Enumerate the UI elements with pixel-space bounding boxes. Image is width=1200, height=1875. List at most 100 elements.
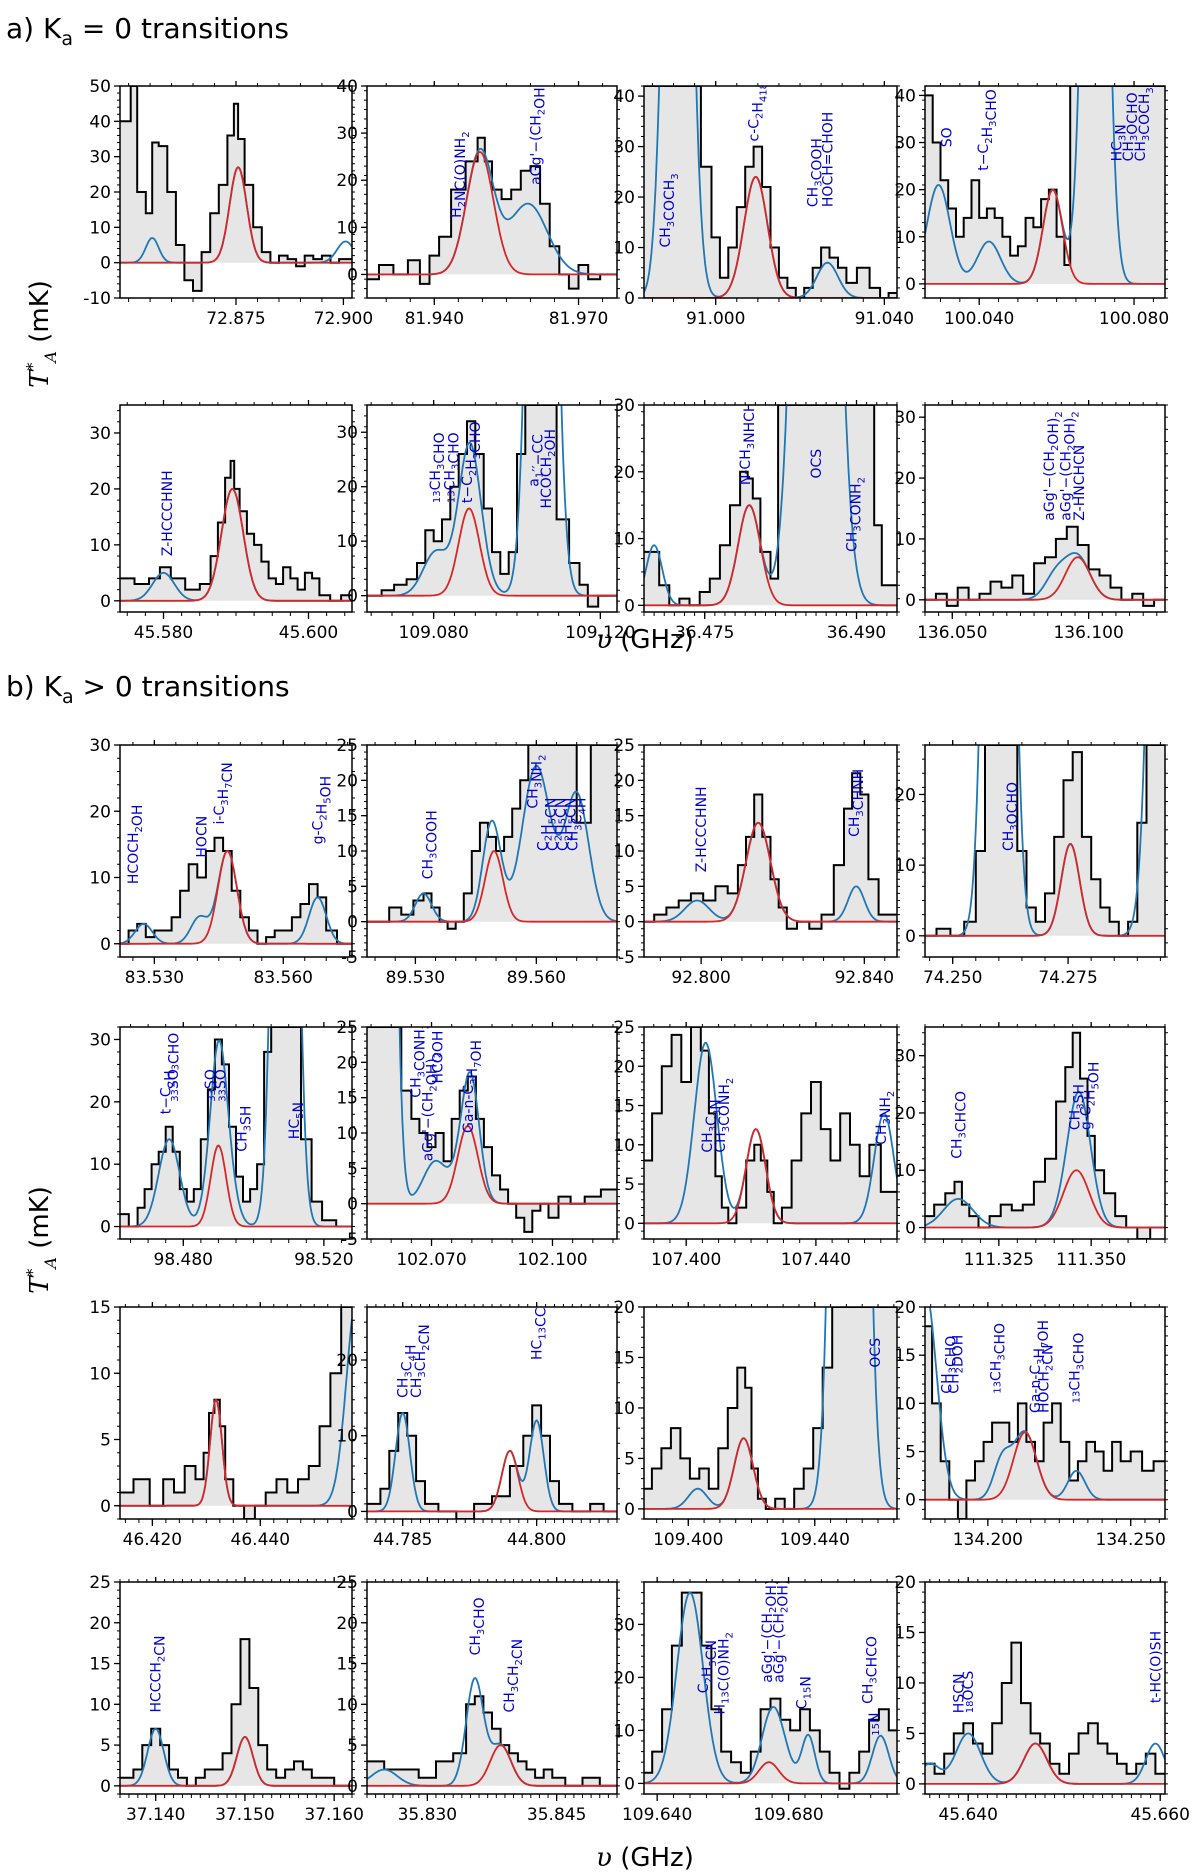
ytick-label-a2-3: 30 — [336, 124, 358, 144]
xtick-label-b14-1: 35.845 — [527, 1805, 586, 1825]
ytick-label-a6-0: 0 — [347, 587, 358, 607]
observed-spectrum-b8 — [925, 1031, 1165, 1239]
panel-frame-a6 — [366, 404, 618, 613]
ytick-label-b2-0: -5 — [341, 948, 358, 968]
species-label-a4-1: t−C2H3CHO — [976, 89, 1000, 171]
ytick-label-a6-3: 30 — [336, 423, 358, 443]
ytick-label-b13-4: 20 — [89, 1614, 111, 1634]
species-label-b15-3: aGg'−(CH2OH)2 — [772, 1573, 795, 1682]
observed-spectrum-b15 — [644, 1591, 897, 1790]
ytick-label-b6-6: 25 — [336, 1018, 358, 1038]
species-label-b10-1: CH3CH2CN — [409, 1324, 433, 1398]
panel-b4: CH3OCHO 0 10 20 74.250 74.275 — [894, 740, 1168, 988]
species-label-a6-2: t−C2H3CHO — [460, 421, 484, 503]
species-label-b8-1: CH3SH — [1068, 1084, 1088, 1130]
ytick-label-b14-5: 25 — [336, 1573, 358, 1593]
xtick-label-a4-0: 100.040 — [944, 309, 1014, 329]
observed-fill-b14 — [367, 1696, 617, 1786]
species-label-a8-0: aGg'−(CH2OH)2 — [1042, 411, 1065, 520]
species-label-b2-0: CH3COOH — [421, 810, 441, 879]
panel-a2: H2NC(O)NH2 aGg'−(CH2OH)2 0 10 20 30 40 81.940 81… — [336, 77, 620, 329]
ytick-label-b3-5: 20 — [613, 771, 635, 791]
species-label-b7-1: CH3CONH2 — [713, 1078, 736, 1153]
xtick-label-b12-0: 134.200 — [953, 1530, 1023, 1550]
plot-area-b14: CH3CHO CH3CH2CN — [367, 1597, 617, 1787]
ytick-label-b3-0: -5 — [618, 948, 635, 968]
xtick-label-b15-1: 109.680 — [753, 1805, 823, 1825]
species-label-a2-0: H2NC(O)NH2 — [449, 131, 472, 217]
ytick-label-b1-1: 10 — [89, 869, 111, 889]
xtick-label-b13-2: 37.160 — [304, 1805, 363, 1825]
observed-spectrum-b11 — [644, 1307, 897, 1510]
xtick-label-b9-0: 46.420 — [123, 1530, 182, 1550]
species-label-a4-4: CH3COCH3 — [1133, 87, 1156, 161]
xtick-label-a6-0: 109.080 — [399, 623, 469, 643]
panel-b13: HCCCH2CN 0 5 10 15 20 25 37.140 37.150 37.160 — [89, 1573, 364, 1825]
plot-area-b9 — [120, 1307, 352, 1519]
ytick-label-b3-2: 5 — [624, 877, 635, 897]
xtick-label-b10-0: 44.785 — [373, 1530, 432, 1550]
species-label-b12-0: CH3CHO — [939, 1336, 959, 1394]
ytick-label-b14-3: 15 — [336, 1655, 358, 1675]
observed-spectrum-b1 — [120, 836, 352, 945]
species-label-a4-0: SO — [939, 127, 955, 147]
xtick-label-b13-1: 37.150 — [215, 1805, 274, 1825]
plot-area-b11: OCS — [644, 1307, 897, 1510]
xtick-label-b1-0: 83.530 — [125, 968, 184, 988]
species-label-b16-0: HSCN — [952, 1674, 968, 1714]
ytick-label-b16-0: 0 — [905, 1775, 916, 1795]
ytick-label-a2-2: 20 — [336, 171, 358, 191]
ytick-label-a1-5: 40 — [89, 112, 111, 132]
xtick-label-b7-0: 107.400 — [651, 1250, 721, 1270]
model-species-b9 — [120, 1398, 352, 1507]
species-label-a7-2: CH3CONH2 — [845, 477, 868, 552]
species-label-b14-0: CH3CHO — [468, 1597, 488, 1655]
species-label-b3-1: CH3CHNH — [847, 769, 867, 837]
ytick-label-b7-5: 25 — [613, 1018, 635, 1038]
xtick-label-b10-1: 44.800 — [507, 1530, 566, 1550]
ytick-label-b9-0: 0 — [100, 1497, 111, 1517]
xtick-label-b8-1: 111.350 — [1056, 1250, 1126, 1270]
xtick-label-a6-1: 109.120 — [565, 623, 635, 643]
xtick-label-a5-1: 45.600 — [279, 623, 338, 643]
ytick-label-a8-1: 10 — [894, 530, 916, 550]
ytick-label-b10-0: 0 — [347, 1502, 358, 1522]
observed-fill-a4 — [925, 86, 1165, 284]
species-label-b12-2: 13CH3CHO — [989, 1323, 1009, 1394]
ytick-label-b5-0: 0 — [100, 1218, 111, 1238]
ytick-label-b6-2: 5 — [347, 1159, 358, 1179]
ytick-label-a2-0: 0 — [347, 265, 358, 285]
species-label-b4-0: CH3OCHO — [1001, 782, 1021, 851]
species-label-b10-0: CH3C4H — [396, 1345, 420, 1398]
ytick-label-b4-1: 10 — [894, 856, 916, 876]
plot-area-a7: N-CH3NHCHO OCS CH3CONH2 — [644, 405, 897, 607]
ytick-label-b8-2: 20 — [894, 1104, 916, 1124]
ytick-label-a3-3: 30 — [613, 138, 635, 158]
xtick-label-b9-1: 46.440 — [231, 1530, 290, 1550]
ytick-label-a1-0: -10 — [83, 289, 111, 309]
xtick-label-b14-0: 35.830 — [398, 1805, 457, 1825]
species-label-b6-0: CH3CONH2 — [408, 1023, 431, 1098]
ytick-label-a3-1: 10 — [613, 239, 635, 259]
observed-spectrum-b16 — [925, 1641, 1165, 1775]
observed-fill-b9 — [120, 1307, 352, 1519]
ytick-label-b2-3: 10 — [336, 842, 358, 862]
panel-frame-b8 — [924, 1026, 1166, 1240]
xtick-label-b15-0: 109.640 — [622, 1805, 692, 1825]
panel-frame-b7 — [643, 1026, 898, 1240]
plot-area-a1 — [120, 86, 352, 292]
ytick-label-b11-4: 20 — [613, 1298, 635, 1318]
ytick-label-a8-0: 0 — [905, 591, 916, 611]
species-label-b2-3: C2H5CN — [546, 798, 570, 851]
ytick-label-b5-3: 30 — [89, 1030, 111, 1050]
species-label-b6-1: aGg'−(CH2OH)2 — [421, 1052, 444, 1161]
panel-a6: 13CH3CHO13CH3CHOt−C2H3CHOa1′′−CCHCOCH2OH… — [336, 400, 635, 643]
species-label-b8-0: CH3CHCO — [949, 1091, 969, 1159]
ytick-label-a4-3: 30 — [894, 134, 916, 154]
species-label-b16-1: 18OCS — [961, 1671, 977, 1714]
